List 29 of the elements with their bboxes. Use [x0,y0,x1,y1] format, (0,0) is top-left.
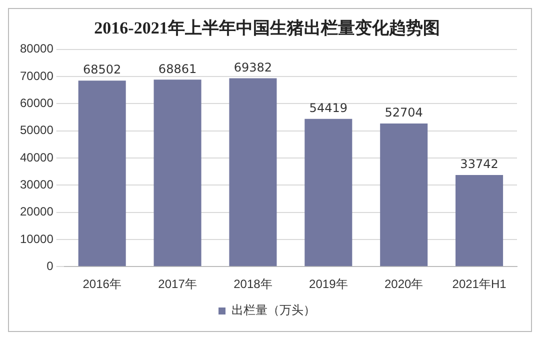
y-tick-label: 50000 [20,123,54,138]
bar [154,80,202,266]
x-tick-label: 2021年H1 [452,277,507,292]
bar [304,118,352,266]
data-label: 68502 [82,62,122,77]
y-tick-label: 0 [46,258,54,273]
legend-label: 出栏量（万头） [232,303,316,318]
bar [456,174,504,266]
y-tick-label: 60000 [20,96,54,110]
data-label: 54419 [309,100,348,115]
data-label: 69382 [234,60,272,74]
chart-title: 2016-2021年上半年中国生猪出栏量变化趋势图 [94,18,440,38]
x-tick-label: 2016年 [82,277,122,292]
x-tick-label: 2017年 [158,277,197,292]
data-label: 68861 [158,62,197,76]
y-tick-label: 70000 [20,68,54,83]
y-tick-label: 20000 [20,204,54,219]
data-label: 52704 [384,106,423,120]
data-label: 33742 [460,157,498,172]
x-tick-label: 2018年 [234,277,272,292]
bar [229,78,277,266]
y-tick-label: 30000 [20,177,54,192]
bar [78,80,126,266]
y-tick-label: 40000 [20,150,54,164]
x-tick-label: 2019年 [309,277,348,292]
y-tick-label: 10000 [20,232,54,246]
y-tick-label: 80000 [20,42,54,56]
bar [380,124,428,266]
x-tick-label: 2020年 [384,277,424,292]
